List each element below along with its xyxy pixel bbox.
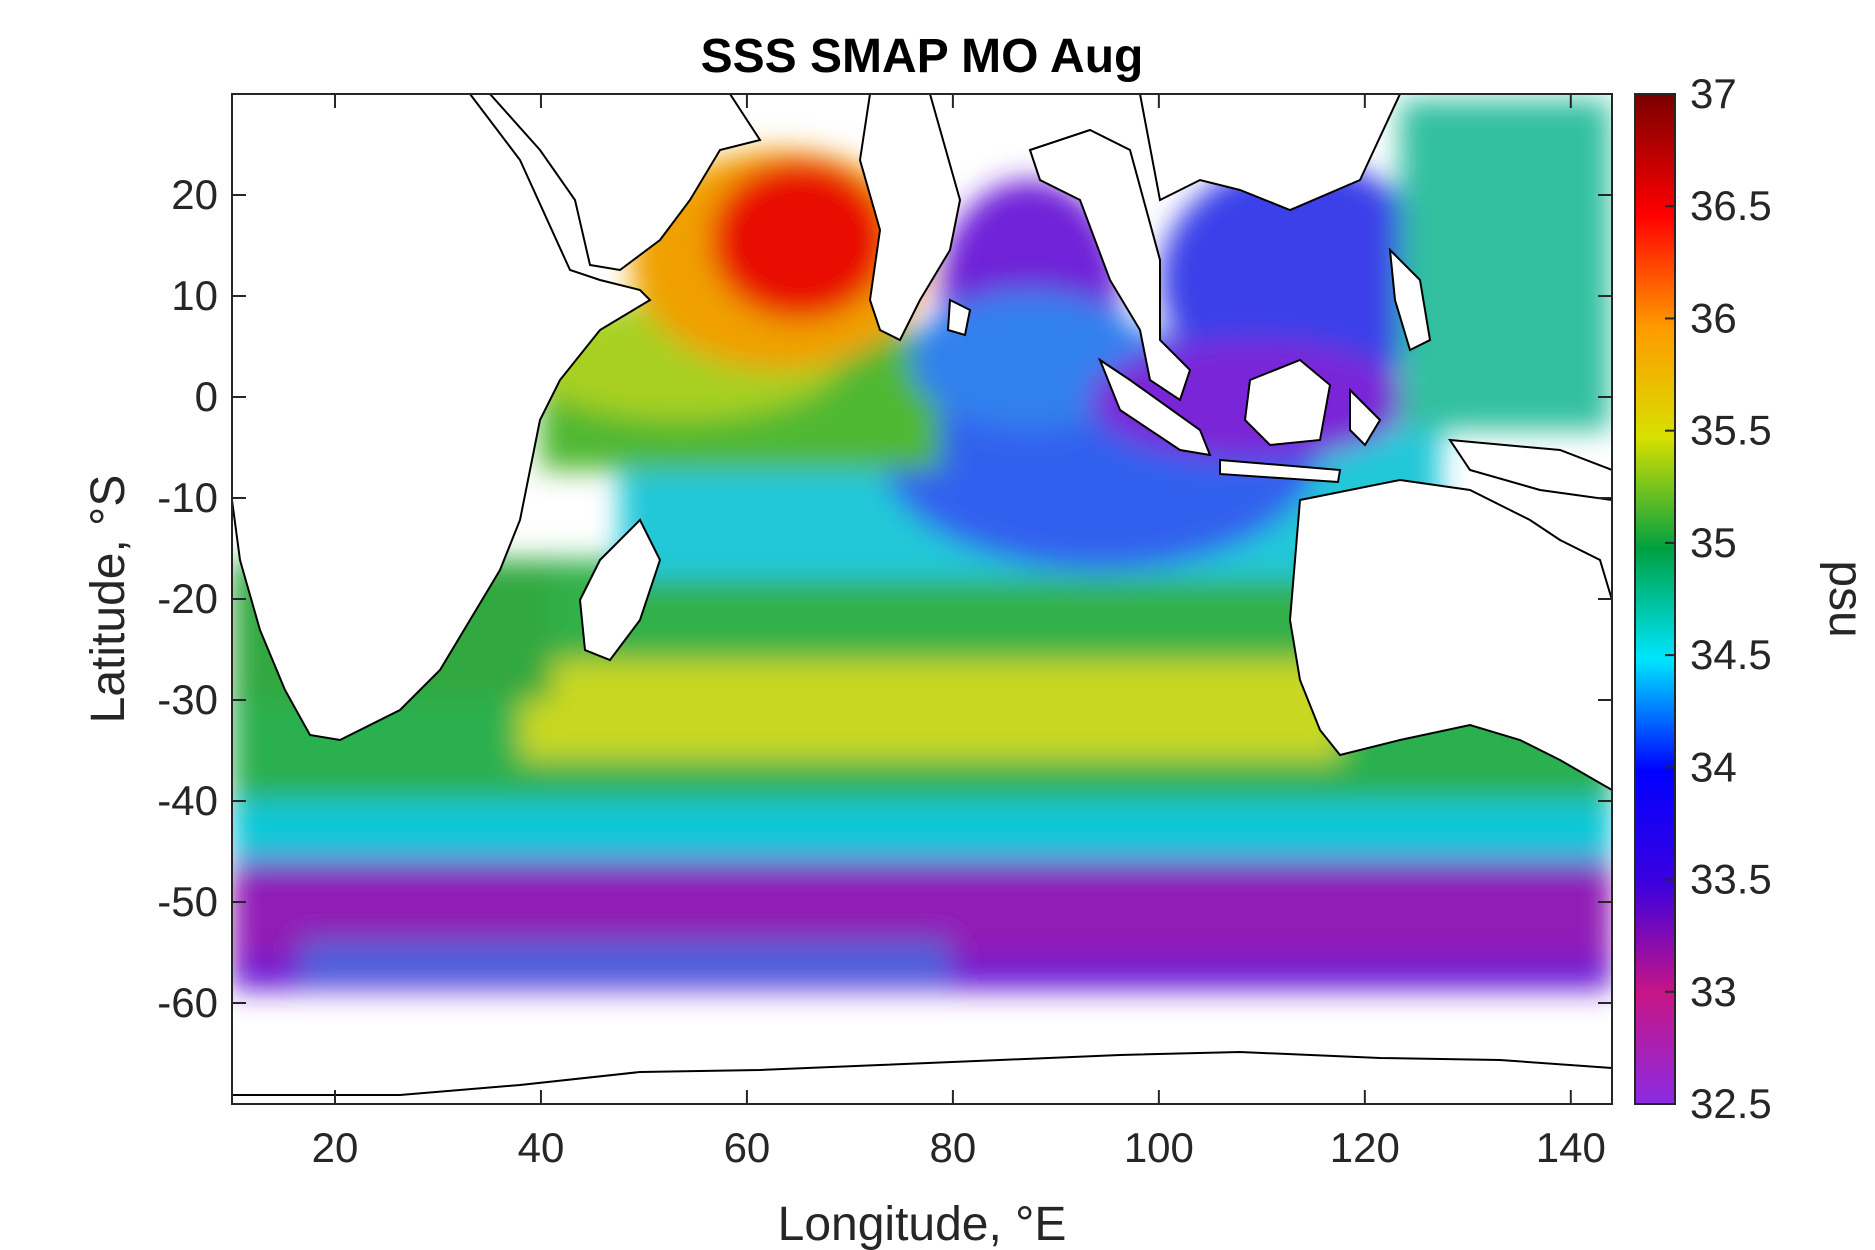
salinity-field [232, 94, 1612, 1104]
x-tick-label: 80 [930, 1124, 977, 1171]
arabia [488, 94, 762, 272]
colorbar-tick-label: 35 [1690, 519, 1737, 566]
x-axis-label: Longitude, °E [778, 1198, 1067, 1250]
x-tick-label: 100 [1124, 1124, 1194, 1171]
y-tick-label: -40 [157, 777, 218, 824]
x-tick-label: 40 [518, 1124, 565, 1171]
y-tick-label: -10 [157, 474, 218, 521]
antarctica [232, 1050, 1612, 1104]
sumatra [1097, 357, 1212, 457]
madagascar [578, 518, 662, 662]
colorbar-tick-label: 35.5 [1690, 407, 1772, 454]
y-tick-label: 10 [171, 272, 218, 319]
western-pacific [1400, 100, 1610, 430]
land [232, 94, 1612, 1104]
x-tick-label: 140 [1536, 1124, 1606, 1171]
y-axis-label: Latitude, °S [82, 475, 135, 724]
south-china-sea [1160, 160, 1440, 400]
colorbar [1634, 93, 1676, 1105]
colorbar-tick-label: 34 [1690, 743, 1737, 790]
x-tick-label: 20 [312, 1124, 359, 1171]
indochina [1028, 128, 1192, 402]
colorbar-tick-label: 36.5 [1690, 182, 1772, 229]
y-tick-label: -30 [157, 676, 218, 723]
borneo [1243, 358, 1332, 447]
colorbar-ticks: 37 36.5 36 35.5 35 34.5 34 33.5 33 32.5 [1665, 70, 1772, 1127]
sulawesi-new-guinea [1349, 387, 1612, 502]
x-tick-label: 60 [724, 1124, 771, 1171]
sri-lanka [946, 298, 972, 337]
australia [1288, 478, 1612, 792]
y-tick-label: -60 [157, 979, 218, 1026]
chart-title: SSS SMAP MO Aug [701, 30, 1144, 83]
colorbar-tick-label: 33.5 [1690, 856, 1772, 903]
x-axis: 20 40 60 80 100 120 140 [312, 94, 1606, 1171]
africa [232, 94, 652, 742]
colorbar-tick-label: 33 [1690, 968, 1737, 1015]
java [1219, 458, 1342, 484]
y-tick-label: 0 [195, 373, 218, 420]
philippines [1388, 247, 1432, 352]
x-tick-label: 120 [1330, 1124, 1400, 1171]
y-tick-label: -20 [157, 575, 218, 622]
colorbar-tick-label: 37 [1690, 70, 1737, 117]
india [858, 94, 962, 342]
colorbar-tick-label: 32.5 [1690, 1080, 1772, 1127]
y-axis: 20 10 0 -10 -20 -30 -40 -50 -60 [157, 171, 1612, 1026]
y-tick-label: -50 [157, 878, 218, 925]
y-tick-label: 20 [171, 171, 218, 218]
china [1138, 94, 1402, 212]
colorbar-tick-label: 36 [1690, 294, 1737, 341]
colorbar-tick-label: 34.5 [1690, 631, 1772, 678]
colorbar-label: psu [1819, 560, 1872, 637]
